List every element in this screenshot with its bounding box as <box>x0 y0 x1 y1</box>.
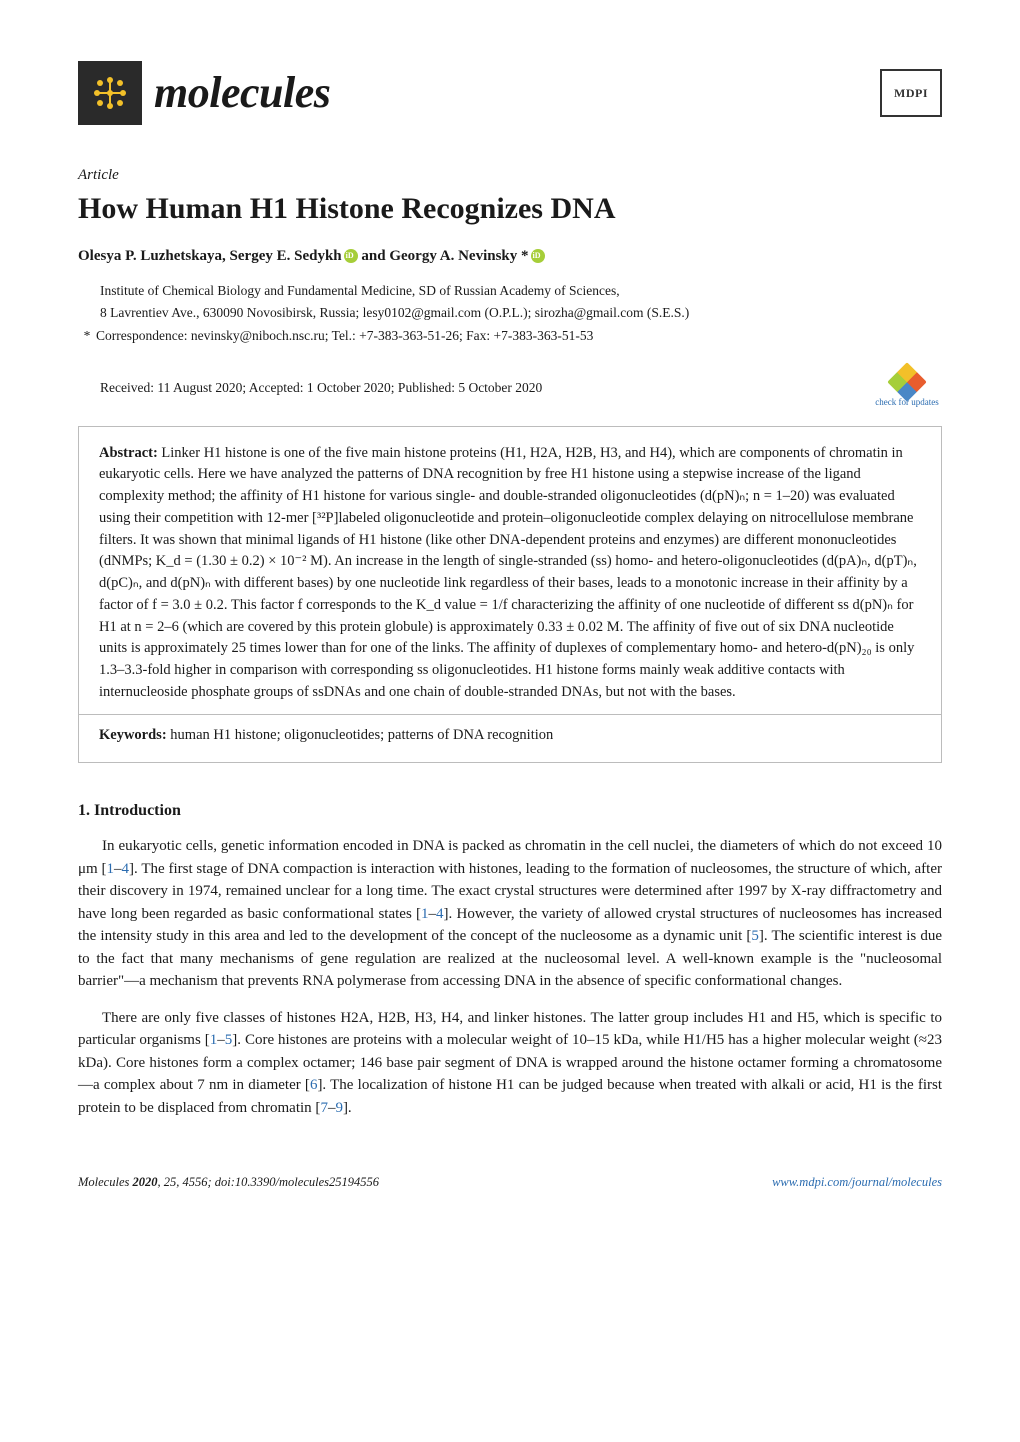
journal-logo-icon <box>78 61 142 125</box>
correspondence-text: Correspondence: nevinsky@niboch.nsc.ru; … <box>96 328 593 343</box>
abstract-text: Linker H1 histone is one of the five mai… <box>99 445 917 700</box>
footer-journal-url[interactable]: www.mdpi.com/journal/molecules <box>772 1173 942 1192</box>
check-updates-icon <box>887 362 927 402</box>
section-heading-introduction: 1. Introduction <box>78 799 942 823</box>
citation-ref[interactable]: 7 <box>320 1100 328 1116</box>
citation-ref[interactable]: 1 <box>421 906 429 922</box>
citation-ref[interactable]: 4 <box>436 906 444 922</box>
correspondence-line: *Correspondence: nevinsky@niboch.nsc.ru;… <box>78 326 942 346</box>
journal-title: molecules <box>154 60 330 126</box>
citation-ref[interactable]: 1 <box>107 861 115 877</box>
citation-ref[interactable]: 9 <box>335 1100 343 1116</box>
keywords-label: Keywords: <box>99 727 167 743</box>
orcid-icon[interactable] <box>531 249 545 263</box>
received-dates: Received: 11 August 2020; Accepted: 1 Oc… <box>100 378 542 398</box>
affiliation-line-2: 8 Lavrentiev Ave., 630090 Novosibirsk, R… <box>100 303 942 323</box>
authors-line: Olesya P. Luzhetskaya, Sergey E. Sedykh … <box>78 245 942 268</box>
intro-paragraph-1: In eukaryotic cells, genetic information… <box>78 835 942 993</box>
publisher-logo: MDPI <box>880 69 942 117</box>
check-updates-badge[interactable]: check for updates <box>872 368 942 408</box>
article-title: How Human H1 Histone Recognizes DNA <box>78 191 942 227</box>
authors-names-2: and Georgy A. Nevinsky * <box>358 248 529 264</box>
journal-header: molecules MDPI <box>78 60 942 126</box>
received-row: Received: 11 August 2020; Accepted: 1 Oc… <box>78 368 942 408</box>
affiliation-line-1: Institute of Chemical Biology and Fundam… <box>100 281 942 301</box>
footer-citation: Molecules 2020, 25, 4556; doi:10.3390/mo… <box>78 1173 379 1192</box>
page-footer: Molecules 2020, 25, 4556; doi:10.3390/mo… <box>78 1173 942 1192</box>
abstract-label: Abstract: <box>99 445 158 461</box>
intro-paragraph-2: There are only five classes of histones … <box>78 1007 942 1120</box>
citation-ref[interactable]: 4 <box>122 861 130 877</box>
citation-ref[interactable]: 5 <box>751 928 759 944</box>
correspondence-star: * <box>78 326 96 346</box>
abstract-box: Abstract: Linker H1 histone is one of th… <box>78 426 942 764</box>
keywords-text: human H1 histone; oligonucleotides; patt… <box>170 727 553 743</box>
article-type-label: Article <box>78 164 942 187</box>
orcid-icon[interactable] <box>344 249 358 263</box>
authors-names-1: Olesya P. Luzhetskaya, Sergey E. Sedykh <box>78 248 342 264</box>
abstract-keywords-divider <box>79 714 941 715</box>
journal-logo: molecules <box>78 60 330 126</box>
